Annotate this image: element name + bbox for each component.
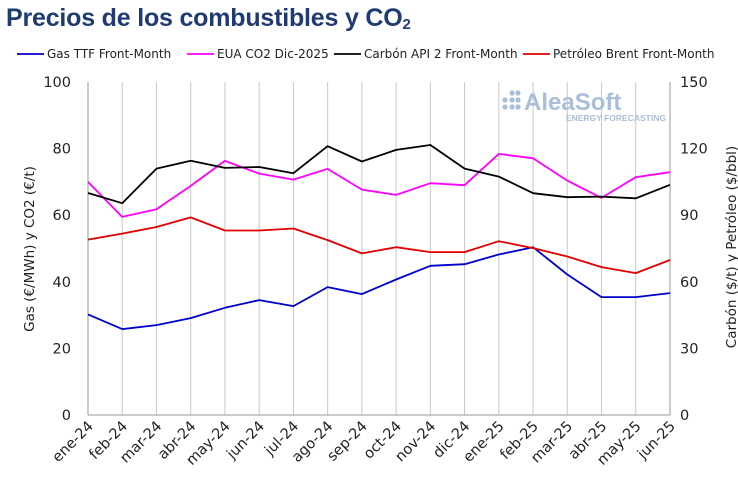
- y-tick-right: 0: [680, 408, 689, 424]
- y-axis-left-title: Gas (€/MWh) y CO2 (€/t): [22, 166, 38, 332]
- legend-label: Petróleo Brent Front-Month: [553, 47, 714, 61]
- y-tick-right: 150: [680, 75, 708, 91]
- legend-label: Gas TTF Front-Month: [47, 47, 171, 61]
- y-tick-right: 60: [680, 275, 698, 291]
- y-tick-left: 40: [53, 275, 71, 291]
- x-tick-label: jun-25: [634, 419, 679, 464]
- y-tick-left: 60: [53, 208, 71, 224]
- tick-labels: 0204060801000306090120150ene-24feb-24mar…: [43, 75, 707, 469]
- y-tick-left: 0: [62, 408, 71, 424]
- y-tick-right: 30: [680, 341, 698, 357]
- chart-title: Precios de los combustibles y CO2: [6, 4, 411, 33]
- y-tick-left: 20: [53, 341, 71, 357]
- x-tick-label: jun-24: [223, 419, 268, 464]
- series-line: [87, 246, 671, 331]
- y-tick-right: 120: [680, 142, 708, 158]
- x-tick-label: ene-24: [50, 419, 97, 466]
- logo-tagline: ENERGY FORECASTING: [566, 113, 666, 123]
- chart-title-subscript: 2: [402, 16, 411, 33]
- aleasoft-logo-mark: [502, 90, 521, 110]
- y-axis-right-title: Carbón ($/t) y Petróleo ($/bbl): [724, 146, 738, 348]
- y-tick-left: 80: [53, 142, 71, 158]
- y-tick-left: 100: [43, 75, 71, 91]
- legend-label: Carbón API 2 Front-Month: [364, 47, 518, 61]
- series-line: [87, 144, 671, 205]
- logo-name: AleaSoft: [524, 89, 621, 116]
- grid: [121, 82, 637, 415]
- axes: [87, 82, 671, 416]
- series-line: [87, 216, 671, 275]
- aleasoft-logo: AleaSoft ENERGY FORECASTING: [502, 89, 666, 123]
- series-line: [87, 152, 671, 218]
- legend: Gas TTF Front-Month EUA CO2 Dic-2025 Carbó…: [17, 47, 714, 61]
- series-lines: [87, 144, 671, 331]
- y-tick-right: 90: [680, 208, 698, 224]
- legend-label: EUA CO2 Dic-2025: [217, 47, 329, 61]
- chart-title-main: Precios de los combustibles y CO: [6, 4, 403, 32]
